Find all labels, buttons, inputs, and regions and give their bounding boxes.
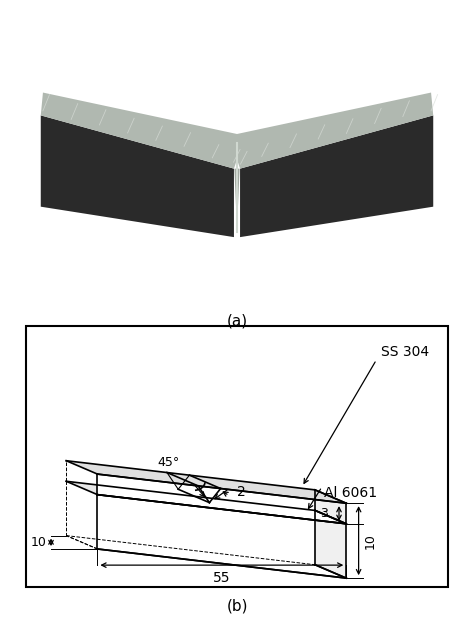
Text: 55: 55 <box>213 571 230 585</box>
Text: 10: 10 <box>31 536 46 549</box>
Text: 3: 3 <box>320 507 328 520</box>
Text: (b): (b) <box>226 599 248 614</box>
Polygon shape <box>229 93 433 169</box>
Polygon shape <box>240 115 433 237</box>
Polygon shape <box>315 490 346 524</box>
Polygon shape <box>66 461 346 503</box>
Text: 2: 2 <box>237 485 246 499</box>
Text: Al 6061: Al 6061 <box>324 486 377 500</box>
Polygon shape <box>41 115 234 237</box>
Text: (a): (a) <box>227 313 247 328</box>
Polygon shape <box>41 93 245 169</box>
Polygon shape <box>234 169 240 230</box>
Text: SS 304: SS 304 <box>381 346 429 359</box>
Polygon shape <box>98 474 346 524</box>
Polygon shape <box>98 495 346 578</box>
Polygon shape <box>66 481 346 524</box>
Polygon shape <box>315 510 346 578</box>
Text: 10: 10 <box>364 533 377 548</box>
Text: 45°: 45° <box>158 456 180 469</box>
